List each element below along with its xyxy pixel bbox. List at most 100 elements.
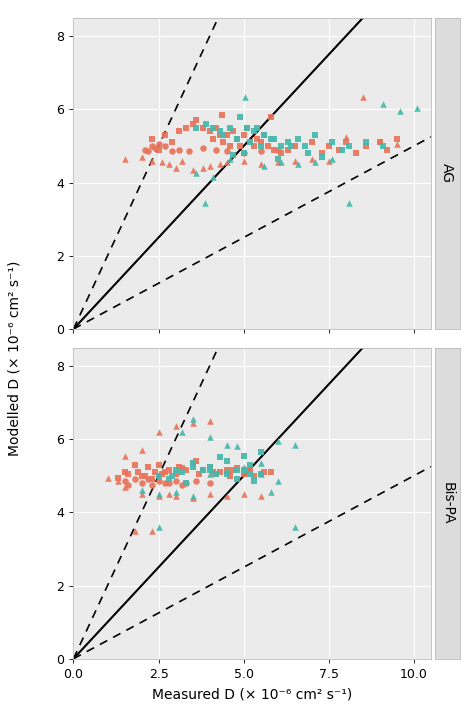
Point: [162, 466, 169, 478]
Point: [223, 146, 230, 158]
Point: [179, 466, 186, 478]
Point: [254, 122, 261, 133]
Point: [155, 521, 163, 533]
Point: [216, 125, 224, 137]
Point: [237, 140, 244, 152]
Point: [145, 146, 152, 158]
Point: [257, 468, 264, 480]
Point: [226, 470, 234, 481]
Point: [209, 133, 217, 145]
Point: [162, 478, 169, 489]
Point: [206, 468, 213, 480]
Point: [179, 155, 186, 166]
Point: [162, 130, 169, 141]
Point: [155, 138, 163, 150]
Point: [335, 144, 343, 155]
Point: [250, 140, 258, 152]
Point: [134, 466, 142, 478]
Point: [114, 475, 121, 487]
Point: [189, 458, 196, 469]
Point: [155, 475, 163, 487]
Point: [308, 137, 316, 148]
Point: [206, 488, 213, 500]
Point: [213, 144, 220, 155]
Point: [240, 147, 247, 159]
Point: [179, 463, 186, 474]
Point: [206, 125, 213, 137]
Point: [240, 450, 247, 461]
Point: [240, 155, 247, 166]
Point: [145, 461, 152, 473]
Point: [267, 486, 275, 498]
Point: [172, 420, 179, 432]
Text: Bis-PA: Bis-PA: [440, 482, 454, 524]
Point: [240, 465, 247, 476]
Point: [121, 475, 128, 487]
Point: [165, 158, 173, 170]
Point: [124, 468, 132, 480]
Point: [250, 470, 258, 481]
Point: [240, 147, 247, 159]
Point: [189, 490, 196, 502]
Point: [240, 468, 247, 480]
Point: [246, 465, 254, 476]
Point: [226, 153, 234, 165]
Text: Modelled D (× 10⁻⁶ cm² s⁻¹): Modelled D (× 10⁻⁶ cm² s⁻¹): [7, 261, 21, 455]
Point: [342, 131, 350, 142]
Point: [114, 472, 121, 483]
Point: [165, 474, 173, 485]
Point: [201, 197, 209, 208]
Point: [168, 137, 176, 148]
Point: [274, 435, 282, 447]
X-axis label: Measured D (× 10⁻⁶ cm² s⁻¹): Measured D (× 10⁻⁶ cm² s⁻¹): [152, 687, 352, 702]
Point: [257, 158, 264, 170]
Point: [206, 461, 213, 473]
Point: [376, 135, 383, 146]
Point: [246, 137, 254, 148]
Point: [192, 115, 200, 126]
Point: [223, 465, 230, 476]
Point: [138, 485, 146, 496]
Point: [206, 465, 213, 476]
Point: [233, 463, 241, 474]
Point: [267, 111, 275, 122]
Point: [131, 459, 138, 470]
Point: [291, 521, 299, 533]
Point: [291, 439, 299, 450]
Point: [267, 466, 275, 478]
Point: [277, 157, 285, 168]
Point: [175, 125, 183, 137]
Point: [230, 150, 237, 161]
Point: [218, 109, 225, 120]
Point: [346, 140, 353, 152]
Point: [393, 138, 401, 150]
Point: [179, 426, 186, 437]
Point: [274, 157, 282, 168]
Point: [145, 474, 152, 485]
Point: [131, 525, 138, 536]
Point: [175, 461, 183, 473]
Point: [189, 413, 196, 425]
Point: [380, 140, 387, 152]
Point: [155, 470, 163, 481]
Point: [246, 459, 254, 470]
Point: [260, 466, 268, 478]
Point: [172, 163, 179, 174]
Point: [246, 137, 254, 148]
Point: [189, 492, 196, 503]
Point: [158, 157, 166, 168]
Point: [155, 459, 163, 470]
Point: [260, 130, 268, 141]
Point: [243, 122, 251, 133]
Point: [240, 130, 247, 141]
Point: [165, 465, 173, 476]
Point: [363, 137, 370, 148]
Point: [267, 133, 275, 145]
Point: [223, 439, 230, 450]
Point: [121, 153, 128, 165]
Point: [141, 470, 149, 481]
Point: [151, 466, 159, 478]
Point: [274, 144, 282, 155]
Point: [413, 102, 421, 113]
Point: [257, 458, 264, 469]
